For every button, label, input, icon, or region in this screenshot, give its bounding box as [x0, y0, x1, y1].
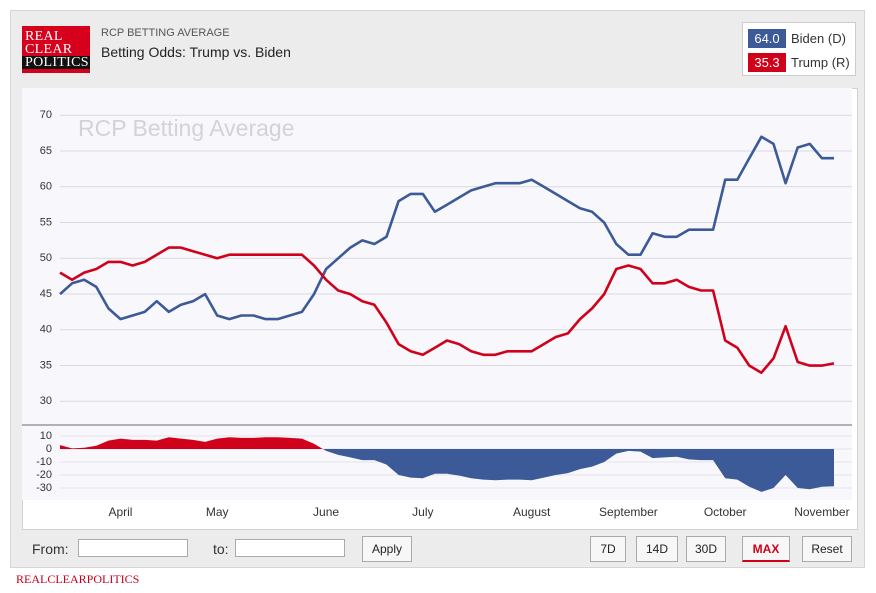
legend-label: Trump (R)	[791, 54, 850, 70]
range-button[interactable]: MAX	[742, 536, 790, 562]
logo-line: POLITICS	[22, 56, 90, 70]
y-tick-label: -10	[36, 456, 52, 468]
y-tick-label: -30	[36, 482, 52, 494]
chart-title: Betting Odds: Trump vs. Biden	[101, 44, 291, 60]
range-button[interactable]: 7D	[590, 536, 626, 562]
x-tick-label: May	[206, 505, 229, 519]
range-button[interactable]: 30D	[686, 536, 726, 562]
x-tick-label: October	[704, 505, 747, 519]
legend-entry: 35.3 Trump (R)	[748, 52, 850, 72]
legend-value: 64.0	[748, 28, 786, 48]
legend-label: Biden (D)	[791, 30, 846, 46]
logo-line: CLEAR	[25, 42, 73, 57]
chart: RCP Betting Average 30 35 40 45 50 55 60 65 70 -3…	[22, 88, 852, 519]
y-tick-label: 0	[46, 443, 52, 455]
controls: From: to: Apply 7D 14D 30D MAX Reset	[22, 530, 858, 568]
kicker: RCP BETTING AVERAGE	[101, 27, 230, 39]
to-input[interactable]	[235, 539, 345, 557]
legend-entry: 64.0 Biden (D)	[748, 28, 846, 48]
x-tick-label: September	[599, 505, 658, 519]
spread-area-positive	[60, 437, 834, 449]
x-tick-label: November	[794, 505, 849, 519]
logo-line: REAL	[25, 29, 63, 44]
y-tick-label: -20	[36, 469, 52, 481]
footer: REALCLEARPOLITICS	[16, 572, 140, 586]
series-line	[59, 135, 834, 321]
logo: REAL CLEAR POLITICS	[22, 26, 90, 73]
y-tick-label: 50	[40, 252, 52, 264]
legend-value: 35.3	[748, 52, 786, 72]
y-tick-label: 10	[40, 430, 52, 442]
y-tick-label: 65	[40, 145, 52, 157]
y-tick-label: 55	[40, 216, 52, 228]
from-input[interactable]	[78, 539, 188, 557]
range-button[interactable]: Reset	[802, 536, 852, 562]
x-tick-label: July	[412, 505, 433, 519]
watermark: RCP Betting Average	[78, 115, 295, 141]
y-tick-label: 60	[40, 181, 52, 193]
x-tick-label: June	[313, 505, 339, 519]
x-tick-label: August	[513, 505, 551, 519]
x-tick-label: April	[108, 505, 132, 519]
y-tick-label: 35	[40, 359, 52, 371]
legend: 64.0 Biden (D) 35.3 Trump (R)	[742, 22, 856, 76]
from-label: From:	[32, 541, 69, 557]
to-label: to:	[213, 541, 229, 557]
apply-button[interactable]: Apply	[362, 536, 412, 562]
range-button[interactable]: 14D	[636, 536, 678, 562]
spread-area-negative	[60, 449, 834, 492]
series-line	[59, 246, 835, 374]
y-tick-label: 45	[40, 288, 52, 300]
y-tick-label: 40	[40, 324, 52, 336]
y-tick-label: 30	[40, 395, 52, 407]
y-tick-label: 70	[40, 109, 52, 121]
